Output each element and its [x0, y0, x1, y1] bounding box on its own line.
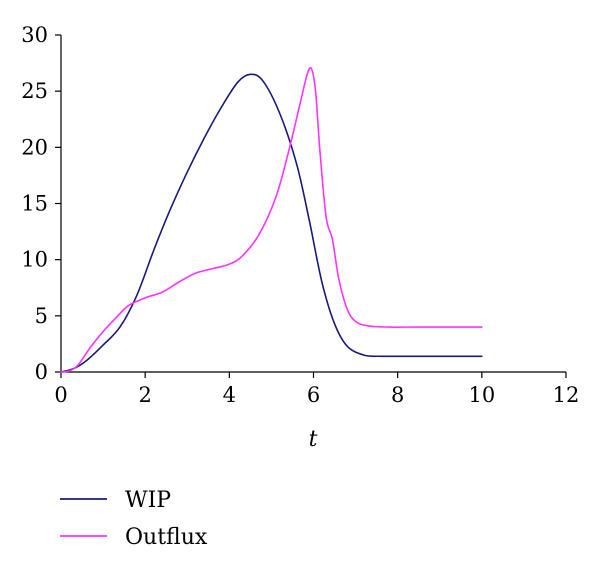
x-tick-label: 10 [468, 383, 495, 407]
x-tick-label: 0 [54, 383, 67, 407]
y-axis-ticks: 0 5 10 15 20 25 30 [21, 23, 61, 384]
plot-area: 0 2 4 6 8 10 12 0 5 10 15 20 25 30 [21, 23, 579, 407]
series-line-wip [60, 73, 483, 373]
x-tick-label: 12 [553, 383, 580, 407]
x-axis-label: t [309, 427, 318, 452]
legend-label-outflux: Outflux [125, 525, 208, 550]
x-tick-label: 8 [391, 383, 404, 407]
x-tick-label: 6 [307, 383, 320, 407]
series-layer [60, 66, 483, 373]
y-tick-label: 25 [21, 79, 48, 103]
y-tick-label: 30 [21, 23, 48, 47]
x-axis-ticks: 0 2 4 6 8 10 12 [54, 372, 579, 407]
y-tick-label: 10 [21, 248, 48, 272]
series-line-outflux [60, 66, 483, 373]
y-tick-label: 20 [21, 135, 48, 159]
legend-label-wip: WIP [125, 488, 171, 513]
y-tick-label: 5 [35, 304, 48, 328]
legend: WIP Outflux [60, 488, 208, 550]
y-tick-label: 0 [35, 360, 48, 384]
y-tick-label: 15 [21, 192, 48, 216]
x-tick-label: 4 [223, 383, 236, 407]
x-tick-label: 2 [138, 383, 151, 407]
